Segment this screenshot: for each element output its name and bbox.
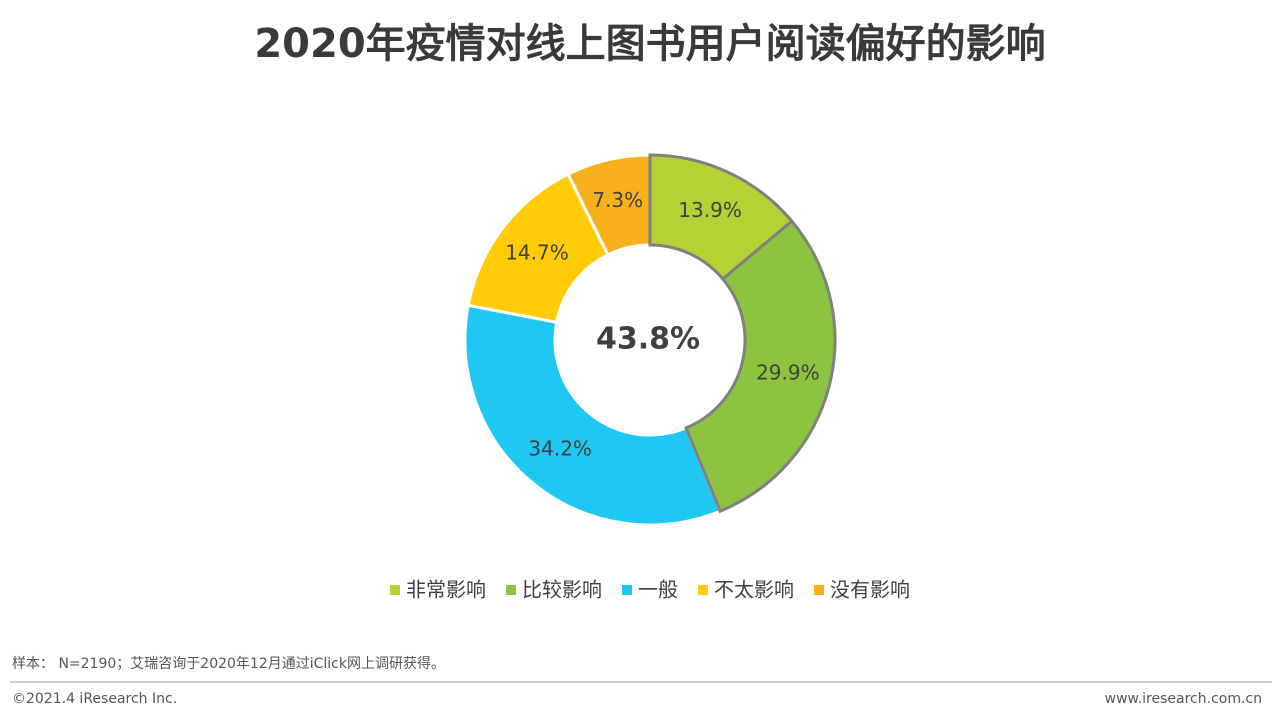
- data-label: 14.7%: [505, 241, 569, 265]
- chart-title: 2020年疫情对线上图书用户阅读偏好的影响: [254, 21, 1045, 67]
- legend-label: 比较影响: [522, 578, 602, 602]
- legend-label: 非常影响: [406, 578, 486, 602]
- legend-label: 一般: [638, 578, 678, 602]
- slice: [466, 172, 610, 324]
- donut: 13.9% 29.9% 34.2% 14.7% 7.3%: [463, 153, 837, 527]
- legend-label: 不太影响: [714, 578, 794, 602]
- legend-swatch: [814, 585, 824, 595]
- legend-swatch: [390, 585, 400, 595]
- legend: 非常影响 比较影响 一般 不太影响 没有影响: [390, 578, 910, 602]
- footnote: 样本： N=2190；艾瑞咨询于2020年12月通过iClick网上调研获得。: [12, 655, 445, 672]
- slice: [684, 219, 837, 514]
- legend-swatch: [698, 585, 708, 595]
- legend-swatch: [506, 585, 516, 595]
- legend-swatch: [622, 585, 632, 595]
- copyright: ©2021.4 iResearch Inc.: [12, 691, 177, 707]
- data-label: 13.9%: [678, 198, 742, 222]
- center-label: 43.8%: [596, 322, 700, 357]
- data-label: 34.2%: [528, 436, 592, 460]
- slice: [463, 303, 723, 527]
- website: www.iresearch.com.cn: [1105, 691, 1262, 707]
- legend-label: 没有影响: [830, 578, 910, 602]
- data-label: 29.9%: [756, 361, 820, 385]
- data-label: 7.3%: [592, 188, 643, 212]
